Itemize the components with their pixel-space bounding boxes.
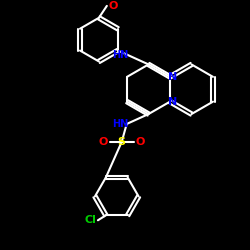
Text: HN: HN [112, 50, 129, 59]
Text: N: N [168, 97, 177, 107]
Text: O: O [98, 137, 108, 147]
Text: HN: HN [112, 119, 129, 129]
Text: O: O [108, 1, 118, 11]
Text: O: O [136, 137, 145, 147]
Text: Cl: Cl [84, 215, 96, 225]
Text: N: N [168, 72, 177, 82]
Text: S: S [118, 137, 126, 147]
